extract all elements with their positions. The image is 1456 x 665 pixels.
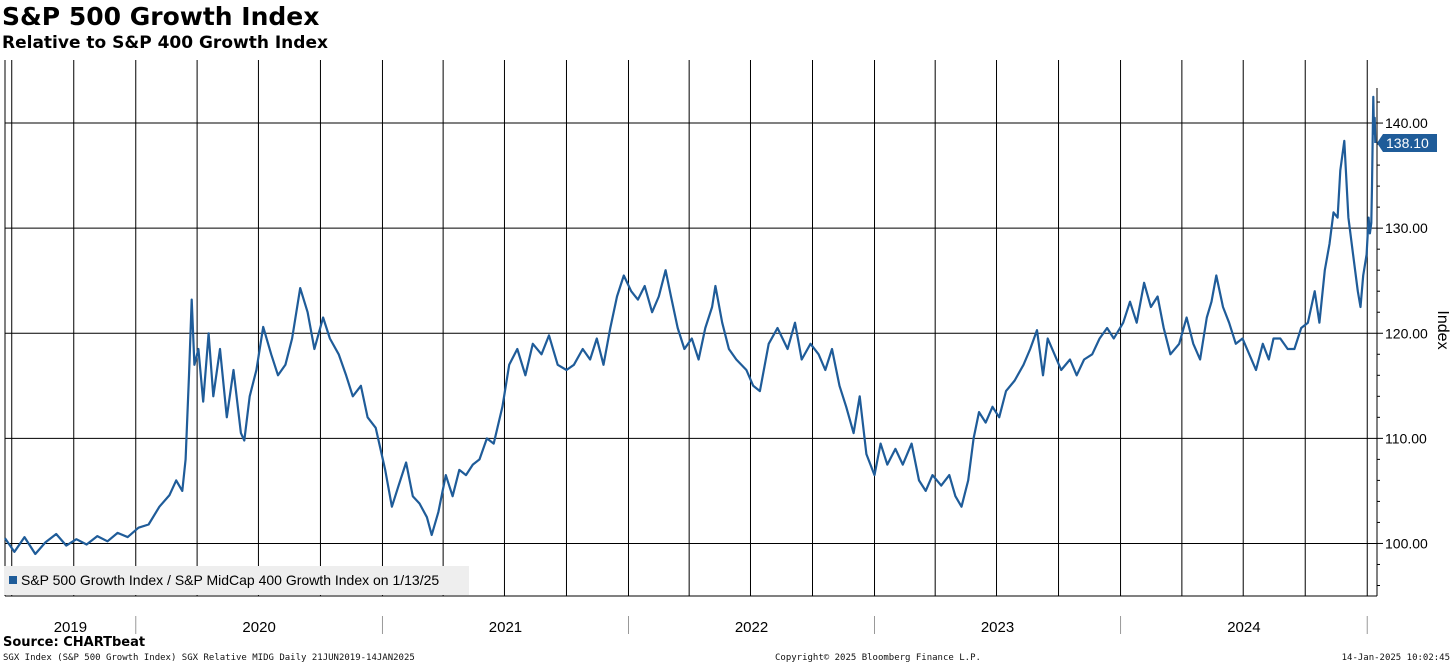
y-tick-label: 100.00 bbox=[1385, 535, 1428, 551]
chart-subtitle: Relative to S&P 400 Growth Index bbox=[2, 33, 328, 53]
y-tick-label: 120.00 bbox=[1385, 325, 1428, 341]
ticker-info: SGX Index (S&P 500 Growth Index) SGX Rel… bbox=[3, 653, 415, 663]
series-line bbox=[4, 95, 1377, 556]
axis-layer: 100.00 110.00 120.00 130.00 140.00 Index 2019 2… bbox=[5, 88, 1451, 636]
timestamp: 14-Jan-2025 10:02:45 bbox=[1341, 653, 1450, 663]
y-tick-label: 130.00 bbox=[1385, 220, 1428, 236]
chart-title: S&P 500 Growth Index bbox=[2, 2, 320, 31]
source-note: Source: CHARTbeat bbox=[3, 635, 146, 650]
legend-entry: S&P 500 Growth Index / S&P MidCap 400 Gr… bbox=[21, 572, 439, 588]
series-layer bbox=[4, 95, 1377, 556]
x-year-label: 2022 bbox=[735, 619, 768, 636]
y-tick-label: 140.00 bbox=[1385, 115, 1428, 131]
legend-background bbox=[4, 566, 469, 595]
x-year-label: 2023 bbox=[981, 619, 1014, 636]
x-year-label: 2019 bbox=[54, 619, 87, 636]
copyright: Copyright© 2025 Bloomberg Finance L.P. bbox=[775, 653, 981, 663]
x-year-label: 2021 bbox=[489, 619, 522, 636]
last-value-label: 138.10 bbox=[1386, 135, 1429, 151]
x-year-label: 2024 bbox=[1227, 619, 1260, 636]
last-value-tag bbox=[1377, 134, 1437, 153]
grid-layer bbox=[4, 60, 1377, 596]
y-axis-label: Index bbox=[1434, 310, 1451, 349]
y-tick-label: 110.00 bbox=[1385, 430, 1427, 446]
legend-swatch bbox=[9, 576, 17, 584]
legend: S&P 500 Growth Index / S&P MidCap 400 Gr… bbox=[4, 566, 469, 595]
x-year-label: 2020 bbox=[242, 619, 275, 636]
